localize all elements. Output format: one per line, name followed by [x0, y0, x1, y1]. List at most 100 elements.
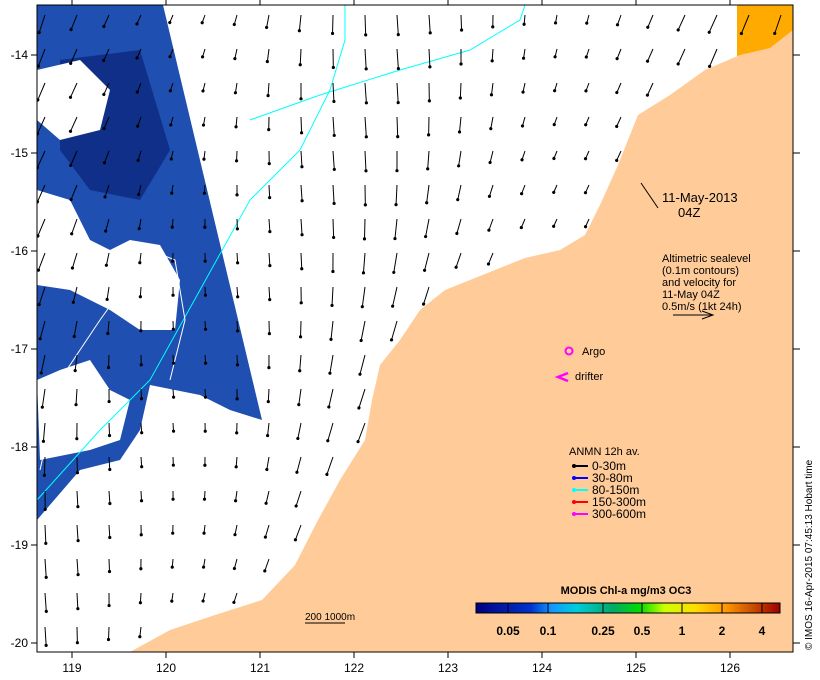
- velocity-arrow: [71, 286, 78, 304]
- velocity-arrow: [265, 48, 270, 64]
- velocity-arrow: [263, 558, 270, 573]
- velocity-arrow: [70, 218, 78, 236]
- velocity-arrow: [396, 116, 400, 139]
- velocity-arrow: [328, 354, 334, 375]
- velocity-arrow: [135, 82, 142, 94]
- colorbar-tick-label: 4: [759, 624, 766, 638]
- velocity-arrow: [425, 184, 430, 205]
- velocity-arrow: [391, 286, 398, 308]
- velocity-arrow: [456, 184, 462, 202]
- colorbar-tick-label: 2: [719, 624, 726, 638]
- legend-item-label: 150-300m: [592, 495, 646, 509]
- velocity-arrow: [422, 252, 430, 272]
- velocity-arrow: [169, 116, 174, 127]
- velocity-arrow: [552, 184, 558, 194]
- velocity-arrow: [107, 422, 112, 438]
- velocity-arrow: [139, 388, 144, 401]
- lat-tick-label: -18: [11, 440, 29, 454]
- note-line: and velocity for: [662, 277, 736, 289]
- velocity-arrow: [487, 184, 494, 198]
- velocity-arrow: [520, 116, 526, 128]
- velocity-arrow: [108, 524, 112, 540]
- velocity-arrow: [68, 116, 78, 133]
- velocity-arrow: [233, 490, 238, 503]
- velocity-arrow: [645, 48, 654, 63]
- velocity-arrow: [426, 150, 430, 171]
- velocity-arrow: [69, 150, 78, 167]
- bathymetry-label: 200 1000m: [305, 612, 355, 623]
- legend-item-label: 30-80m: [592, 471, 633, 485]
- velocity-arrow: [327, 388, 334, 409]
- velocity-arrow: [389, 320, 398, 342]
- velocity-arrow: [170, 592, 174, 603]
- velocity-arrow: [615, 82, 622, 95]
- velocity-arrow: [459, 14, 464, 32]
- velocity-arrow: [553, 48, 558, 59]
- colorbar-gradient: [475, 602, 781, 614]
- velocity-arrow: [236, 252, 240, 265]
- velocity-arrow: [364, 150, 368, 173]
- velocity-arrow: [170, 558, 174, 569]
- velocity-arrow: [70, 252, 78, 270]
- colorbar: MODIS Chl-a mg/m3 OC3 0.05 0.1 0.25 0.5 1 2 4: [475, 585, 781, 638]
- velocity-arrow: [394, 184, 398, 207]
- velocity-arrow: [135, 14, 142, 26]
- velocity-arrow: [74, 388, 78, 407]
- velocity-arrow: [364, 116, 368, 139]
- velocity-arrow: [294, 490, 302, 508]
- velocity-arrow: [396, 48, 400, 71]
- time-label: 04Z: [678, 205, 700, 220]
- depth-legend: ANMN 12h av. 0-30m30-80m80-150m150-300m3…: [569, 446, 646, 521]
- velocity-arrow: [105, 286, 110, 301]
- velocity-arrow: [356, 422, 366, 444]
- lat-tick-label: -19: [11, 538, 29, 552]
- legend-item-label: 0-30m: [592, 459, 626, 473]
- velocity-arrow: [552, 150, 558, 161]
- credit-text: © IMOS 16-Apr-2015 07:45:13 Hobart time: [804, 459, 815, 650]
- note-line: 0.5m/s (1kt 24h): [662, 301, 741, 313]
- velocity-arrow: [264, 490, 270, 505]
- velocity-arrow: [521, 48, 526, 60]
- velocity-arrow: [140, 456, 144, 469]
- velocity-arrow: [233, 48, 238, 61]
- contour-line: [249, 5, 526, 121]
- velocity-arrow: [69, 48, 78, 65]
- velocity-arrow: [68, 82, 78, 99]
- velocity-arrows: [37, 14, 782, 647]
- velocity-arrow: [646, 14, 654, 29]
- velocity-arrow: [69, 184, 78, 202]
- axis-ticks: 119 120 121 122 123 124 125 126-14-15-16-17-18-…: [11, 0, 800, 675]
- velocity-arrow: [300, 218, 304, 237]
- velocity-arrow: [232, 14, 238, 27]
- velocity-arrow: [37, 218, 46, 238]
- velocity-arrow: [232, 592, 238, 604]
- velocity-arrow: [457, 150, 462, 168]
- velocity-arrow: [171, 422, 176, 433]
- velocity-arrow: [168, 48, 174, 59]
- velocity-arrow: [37, 82, 46, 102]
- velocity-arrow: [138, 286, 142, 299]
- velocity-arrow: [40, 388, 46, 409]
- velocity-arrow: [102, 116, 110, 131]
- lat-tick-label: -20: [11, 636, 29, 650]
- velocity-arrow: [168, 14, 174, 25]
- velocity-arrow: [102, 14, 110, 29]
- colorbar-tick-label: 0.05: [496, 624, 520, 638]
- velocity-arrow: [487, 218, 494, 232]
- lat-tick-label: -15: [11, 146, 29, 160]
- lon-tick-label: 119: [62, 661, 81, 675]
- colorbar-tick-label: 1: [679, 624, 686, 638]
- velocity-arrow: [297, 388, 302, 407]
- velocity-arrow: [519, 218, 526, 230]
- velocity-arrow: [359, 320, 366, 343]
- date-label: 11-May-2013: [662, 190, 738, 205]
- velocity-arrow: [38, 320, 46, 341]
- contour-line: [39, 249, 186, 471]
- velocity-arrow: [392, 252, 398, 275]
- velocity-arrow: [201, 558, 206, 569]
- velocity-arrow: [104, 218, 110, 233]
- velocity-arrow: [396, 14, 400, 37]
- velocity-arrow: [202, 184, 207, 195]
